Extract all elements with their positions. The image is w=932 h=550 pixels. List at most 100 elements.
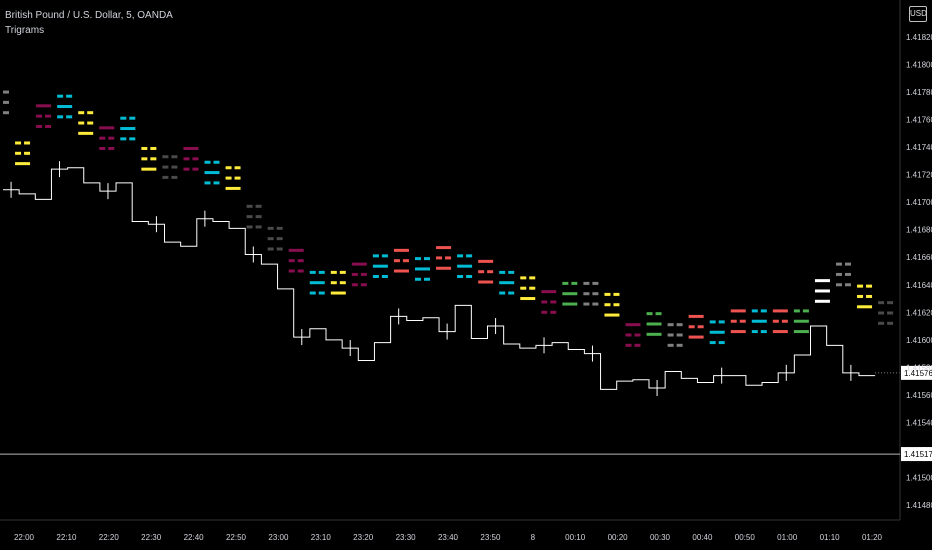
y-tick-label: 1.41760: [906, 116, 932, 125]
trigram-line-broken: [360, 272, 367, 276]
trigram-line-broken: [739, 319, 746, 323]
trigram-line-broken: [857, 284, 864, 288]
last-price-label-bg: [901, 365, 932, 380]
trigram-line-broken: [99, 136, 106, 140]
trigram-line-broken: [508, 291, 515, 295]
trigram: [267, 226, 283, 251]
trigram-line-broken: [857, 294, 864, 298]
trigram-line-broken: [66, 94, 73, 98]
trigram-line-broken: [697, 325, 704, 329]
x-tick-label: 23:50: [480, 533, 501, 542]
x-tick-label: 00:50: [735, 533, 756, 542]
trigram-line-solid: [330, 291, 346, 295]
trigram-line-broken: [120, 137, 127, 141]
trigram-line-solid: [57, 105, 73, 109]
trigram-line-solid: [99, 126, 115, 130]
trigram-line-broken: [878, 321, 885, 325]
trigram: [57, 94, 73, 119]
trigram-line-solid: [478, 259, 494, 263]
trigram: [393, 248, 409, 273]
trigram: [793, 309, 809, 334]
trigram: [141, 146, 157, 171]
trigram-line-broken: [318, 291, 325, 295]
trigram-line-broken: [276, 237, 283, 241]
trigram: [436, 246, 452, 270]
trigram-line-broken: [183, 167, 190, 171]
trigram-line-solid: [646, 322, 662, 326]
trigram-line-broken: [571, 281, 578, 285]
trigram-line-solid: [562, 302, 578, 306]
horizontal-line-label: 1.41517: [904, 450, 932, 459]
trigram-line-broken: [436, 256, 443, 260]
trigram-line-broken: [415, 277, 421, 281]
trigram-line-solid: [688, 314, 704, 318]
trigram-line-broken: [255, 225, 262, 229]
trigram-line-broken: [541, 300, 548, 304]
trigram-line-solid: [814, 289, 830, 293]
trigram-line-solid: [814, 279, 830, 283]
trigram-line-broken: [204, 181, 211, 185]
trigram-line-broken: [171, 165, 178, 169]
trigram-line-broken: [613, 303, 620, 307]
trigram-line-broken: [78, 111, 85, 115]
trigram-line-solid: [499, 281, 515, 285]
trigram-line-broken: [529, 276, 536, 280]
trigram-line-solid: [751, 319, 767, 323]
x-tick-label: 00:40: [692, 533, 713, 542]
trigram-line-broken: [192, 157, 199, 161]
trigram-line-solid: [625, 323, 641, 327]
y-tick-label: 1.41780: [906, 88, 932, 97]
y-tick-label: 1.41720: [906, 171, 932, 180]
trigram-line-broken: [793, 309, 800, 313]
y-tick-label: 1.41580: [906, 363, 932, 372]
trigram-line-broken: [87, 111, 94, 115]
trigram-line-broken: [592, 281, 599, 285]
trigram-line-solid: [309, 281, 325, 285]
x-tick-label: 22:50: [226, 533, 247, 542]
trigram-line-broken: [225, 166, 232, 170]
y-tick-label: 1.41660: [906, 253, 932, 262]
y-tick-label: 1.41640: [906, 281, 932, 290]
trigram: [372, 254, 388, 279]
trigram-line-broken: [45, 114, 52, 118]
trigram-line-broken: [667, 333, 674, 337]
trigram-line-broken: [141, 146, 148, 150]
x-tick-label: 22:00: [14, 533, 35, 542]
trigram-line-broken: [24, 141, 31, 145]
trigram-line-broken: [445, 256, 452, 260]
trigram-line-broken: [760, 309, 767, 313]
trigram-line-broken: [709, 341, 716, 345]
x-tick-label: 23:20: [353, 533, 374, 542]
trigram-line-broken: [162, 165, 169, 169]
trigram-line-broken: [267, 247, 274, 251]
trigram-line-solid: [141, 167, 157, 171]
trigram-line-broken: [613, 292, 620, 296]
trigram-line-broken: [255, 204, 262, 208]
currency-badge[interactable]: USD: [909, 6, 927, 22]
trigram-line-broken: [183, 157, 190, 161]
trigram-line-broken: [351, 283, 358, 287]
trigram-line-broken: [213, 160, 220, 164]
trigram-line-broken: [234, 176, 241, 180]
trigram: [520, 276, 536, 301]
trigram-line-broken: [730, 319, 737, 323]
trigram-line-broken: [3, 100, 9, 104]
trigram-line-solid: [772, 330, 788, 334]
trigram: [667, 323, 683, 347]
trigram-line-solid: [772, 309, 788, 313]
trigram-line-broken: [381, 254, 388, 258]
trigram-line-broken: [772, 319, 779, 323]
trigram-line-broken: [583, 302, 590, 306]
trigram-line-broken: [309, 270, 316, 274]
trigram-line-broken: [592, 292, 599, 296]
trigram-line-broken: [141, 157, 148, 161]
trigram: [15, 141, 31, 166]
trigram-line-solid: [857, 305, 873, 309]
y-tick-label: 1.41740: [906, 143, 932, 152]
trigram-line-broken: [541, 310, 548, 314]
trigram-line-broken: [267, 237, 274, 241]
price-step-line: [3, 167, 876, 390]
trigram-line-broken: [550, 300, 557, 304]
